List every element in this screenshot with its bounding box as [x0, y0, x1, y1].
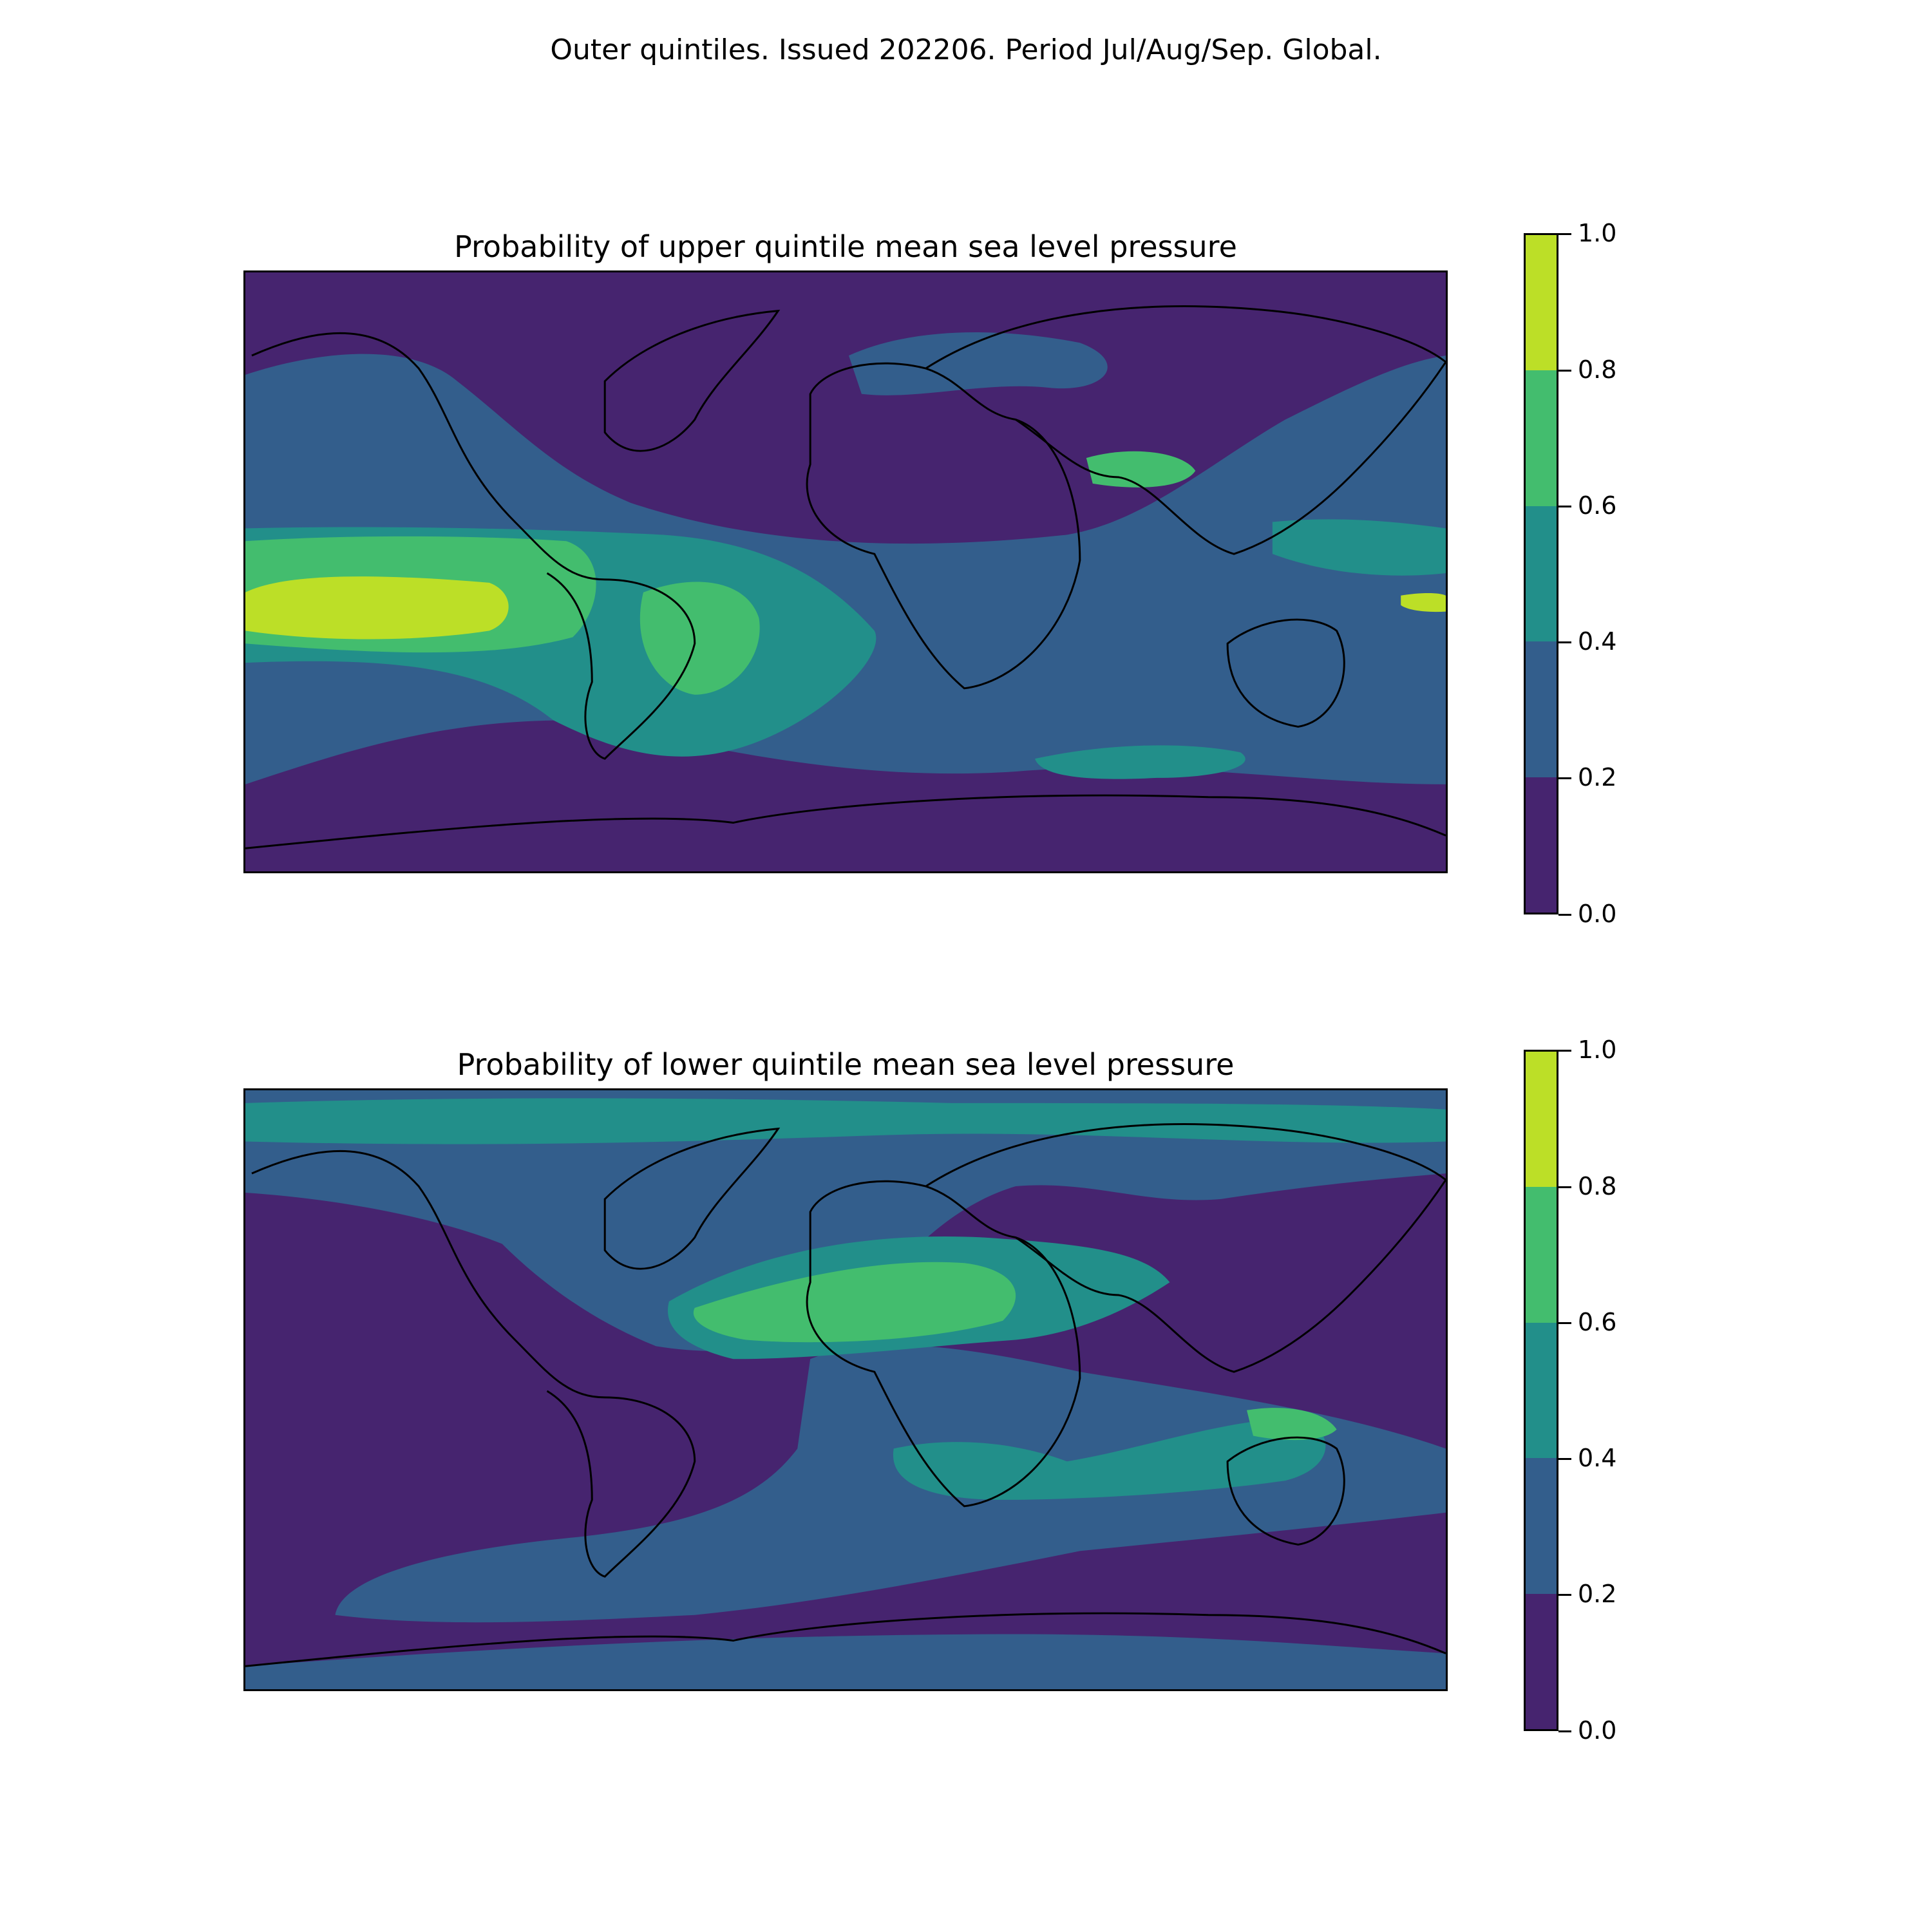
- upper-tick: [1558, 370, 1571, 372]
- lower-colorbar-segment-2: [1526, 1322, 1557, 1459]
- upper-field-04-pacific-w: [1272, 519, 1446, 576]
- upper-colorbar-segment-3: [1526, 370, 1557, 506]
- upper-tick: [1558, 233, 1571, 235]
- upper-field-06-arabia: [1086, 451, 1196, 488]
- lower-colorbar-segment-0: [1526, 1593, 1557, 1729]
- lower-tick-label: 0.4: [1578, 1444, 1617, 1472]
- lower-colorbar-segment-1: [1526, 1458, 1557, 1594]
- lower-panel-title: Probability of lower quintile mean sea l…: [457, 1047, 1235, 1082]
- lower-colorbar-segment-3: [1526, 1187, 1557, 1323]
- upper-map[interactable]: [243, 270, 1448, 873]
- upper-field-06-brazil: [639, 582, 760, 695]
- upper-colorbar-segment-1: [1526, 641, 1557, 777]
- upper-tick: [1558, 914, 1571, 916]
- upper-tick-label: 0.6: [1578, 491, 1617, 520]
- lower-colorbar: [1524, 1050, 1558, 1731]
- upper-coastlines: [245, 305, 1446, 849]
- upper-tick: [1558, 506, 1571, 507]
- upper-field-08-w-pacific: [1401, 593, 1446, 612]
- upper-tick-label: 0.8: [1578, 355, 1617, 384]
- lower-field-04-s-africa: [893, 1416, 1326, 1500]
- lower-tick: [1558, 1730, 1571, 1732]
- upper-field-06: [245, 536, 596, 653]
- upper-colorbar: [1524, 233, 1558, 914]
- lower-field-06-sahara: [693, 1262, 1016, 1343]
- upper-tick-label: 0.0: [1578, 900, 1617, 928]
- lower-tick-label: 0.0: [1578, 1716, 1617, 1745]
- figure-title: Outer quintiles. Issued 202206. Period J…: [550, 33, 1382, 66]
- upper-tick: [1558, 641, 1571, 643]
- lower-tick-label: 0.2: [1578, 1580, 1617, 1608]
- lower-field-04-med: [668, 1236, 1170, 1359]
- upper-field-04: [245, 527, 876, 757]
- upper-colorbar-segment-2: [1526, 506, 1557, 642]
- lower-tick: [1558, 1594, 1571, 1596]
- lower-tick: [1558, 1322, 1571, 1324]
- lower-field-02-africa: [335, 1345, 1446, 1623]
- lower-tick: [1558, 1458, 1571, 1460]
- lower-map[interactable]: [243, 1088, 1448, 1691]
- upper-tick-label: 0.4: [1578, 627, 1617, 656]
- lower-field-02-antarctic: [245, 1634, 1446, 1689]
- upper-field-02: [245, 354, 1446, 784]
- lower-tick: [1558, 1050, 1571, 1052]
- upper-panel-title: Probability of upper quintile mean sea l…: [454, 229, 1237, 264]
- upper-tick-label: 1.0: [1578, 219, 1617, 247]
- upper-tick: [1558, 777, 1571, 779]
- lower-colorbar-segment-4: [1526, 1052, 1557, 1188]
- upper-colorbar-segment-4: [1526, 235, 1557, 371]
- lower-map-svg: [245, 1090, 1446, 1689]
- upper-field-08: [245, 576, 509, 639]
- lower-tick-label: 0.8: [1578, 1172, 1617, 1200]
- lower-tick: [1558, 1186, 1571, 1188]
- lower-bg-field: [245, 1090, 1446, 1689]
- lower-tick-label: 0.6: [1578, 1308, 1617, 1336]
- upper-colorbar-segment-0: [1526, 777, 1557, 913]
- upper-field-02-north-eurasia: [848, 332, 1108, 395]
- lower-coastlines: [245, 1123, 1446, 1667]
- lower-field-06-indonesia: [1246, 1408, 1337, 1441]
- lower-field-04-north: [245, 1098, 1446, 1144]
- upper-tick-label: 0.2: [1578, 763, 1617, 791]
- upper-field-04-s-indian: [1035, 745, 1245, 779]
- upper-bg-field: [245, 272, 1446, 871]
- lower-field-02-north: [245, 1090, 1446, 1352]
- lower-tick-label: 1.0: [1578, 1036, 1617, 1064]
- upper-map-svg: [245, 272, 1446, 871]
